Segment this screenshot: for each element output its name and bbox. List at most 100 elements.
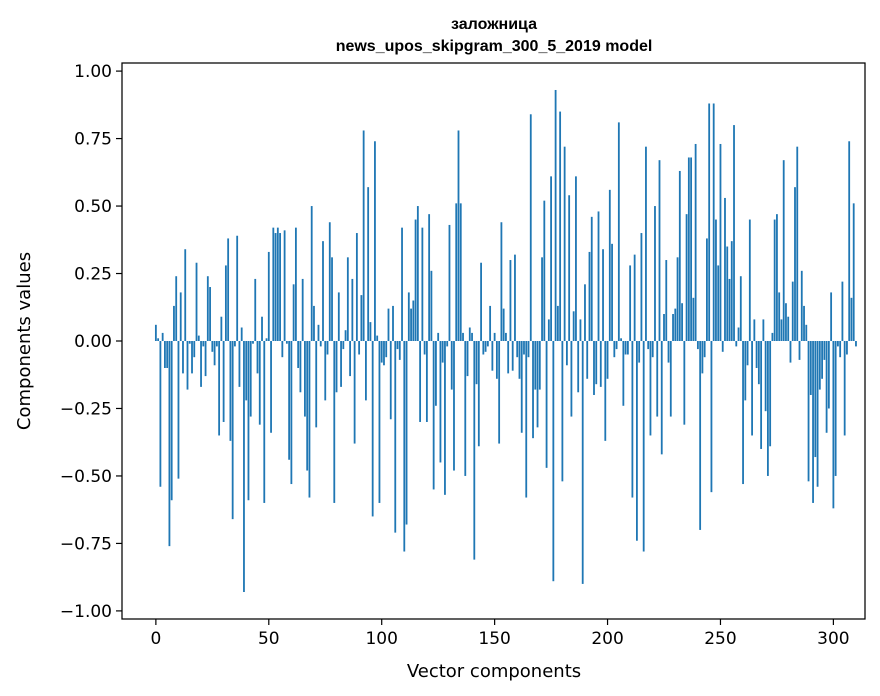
bar [369,322,372,341]
bar [229,341,232,441]
bar [238,341,241,387]
bar [593,341,595,395]
bar [769,341,772,447]
bar [392,305,394,341]
bar [647,341,650,350]
bar [565,341,568,366]
bar [832,341,835,509]
bar [328,222,331,341]
bar [441,341,444,363]
bar [193,341,196,358]
bar [735,341,738,347]
bar [240,327,243,341]
bar [681,303,683,341]
x-tick-label: 300 [817,629,849,649]
y-axis: 1.00 0.75 0.50 0.25 0.00 −0.25 −0.50 −0.75 −1.00 [60,62,122,622]
bar [694,143,697,341]
bar [751,341,753,436]
bar [771,332,774,341]
bar [182,341,184,374]
bar [588,251,591,341]
bar [523,341,525,355]
bar [660,341,663,455]
bar [798,341,801,360]
bar [468,327,471,341]
y-tick-label: 0.75 [74,130,112,150]
bar [737,327,740,341]
bar [358,341,361,355]
bar [179,292,182,341]
bar [690,157,693,341]
bar [211,341,214,352]
bar [559,111,562,341]
x-tick-label: 200 [591,629,623,649]
bar [489,305,492,341]
bar [220,316,223,341]
bar [719,143,722,341]
bar [195,262,198,341]
bar [197,335,200,341]
bar [299,341,302,393]
bar [462,332,464,341]
bar [742,341,744,485]
bar [595,341,598,385]
bar [584,284,586,341]
bar [319,341,322,347]
bar [733,125,735,341]
bar [202,341,205,347]
bar [590,216,593,341]
bar [333,341,336,503]
bar [459,203,462,341]
bar [505,332,507,341]
bar [762,319,765,341]
bar [843,341,846,436]
bar [586,341,589,379]
bar [570,341,573,417]
bar [387,308,390,341]
bar [658,160,661,341]
y-tick-label: −0.50 [60,467,112,487]
y-tick-label: 1.00 [74,62,112,82]
bar [265,338,268,341]
bar [706,238,708,341]
bar [288,341,291,460]
bar [520,341,523,433]
bar [669,341,672,417]
bar [405,341,408,525]
bar [532,341,534,439]
bar [283,230,286,341]
x-axis: 0 50 100 150 200 250 300 [150,619,850,649]
bar [410,308,412,341]
bar [473,341,476,560]
bar [800,270,803,341]
bar [778,292,781,341]
bar [346,257,349,341]
bar [631,341,634,498]
bar [629,265,632,341]
bar [294,227,297,341]
x-tick-label: 100 [365,629,397,649]
bar [511,341,514,371]
bar [227,238,230,341]
bar [394,341,397,533]
bar [547,319,550,341]
bar [371,341,374,517]
bar [638,341,641,363]
bar [615,341,618,350]
bar [821,341,823,379]
bar [157,338,160,341]
bar [378,341,381,503]
bar [830,292,833,341]
bar [579,319,582,341]
bar [791,281,794,341]
bar [401,227,403,341]
bar [342,341,345,350]
bar [563,146,566,341]
bar [672,314,674,341]
bar [416,206,419,341]
bar [435,341,437,406]
bar [717,265,720,341]
bar [175,276,178,341]
bar [726,246,729,341]
bar [222,341,225,422]
